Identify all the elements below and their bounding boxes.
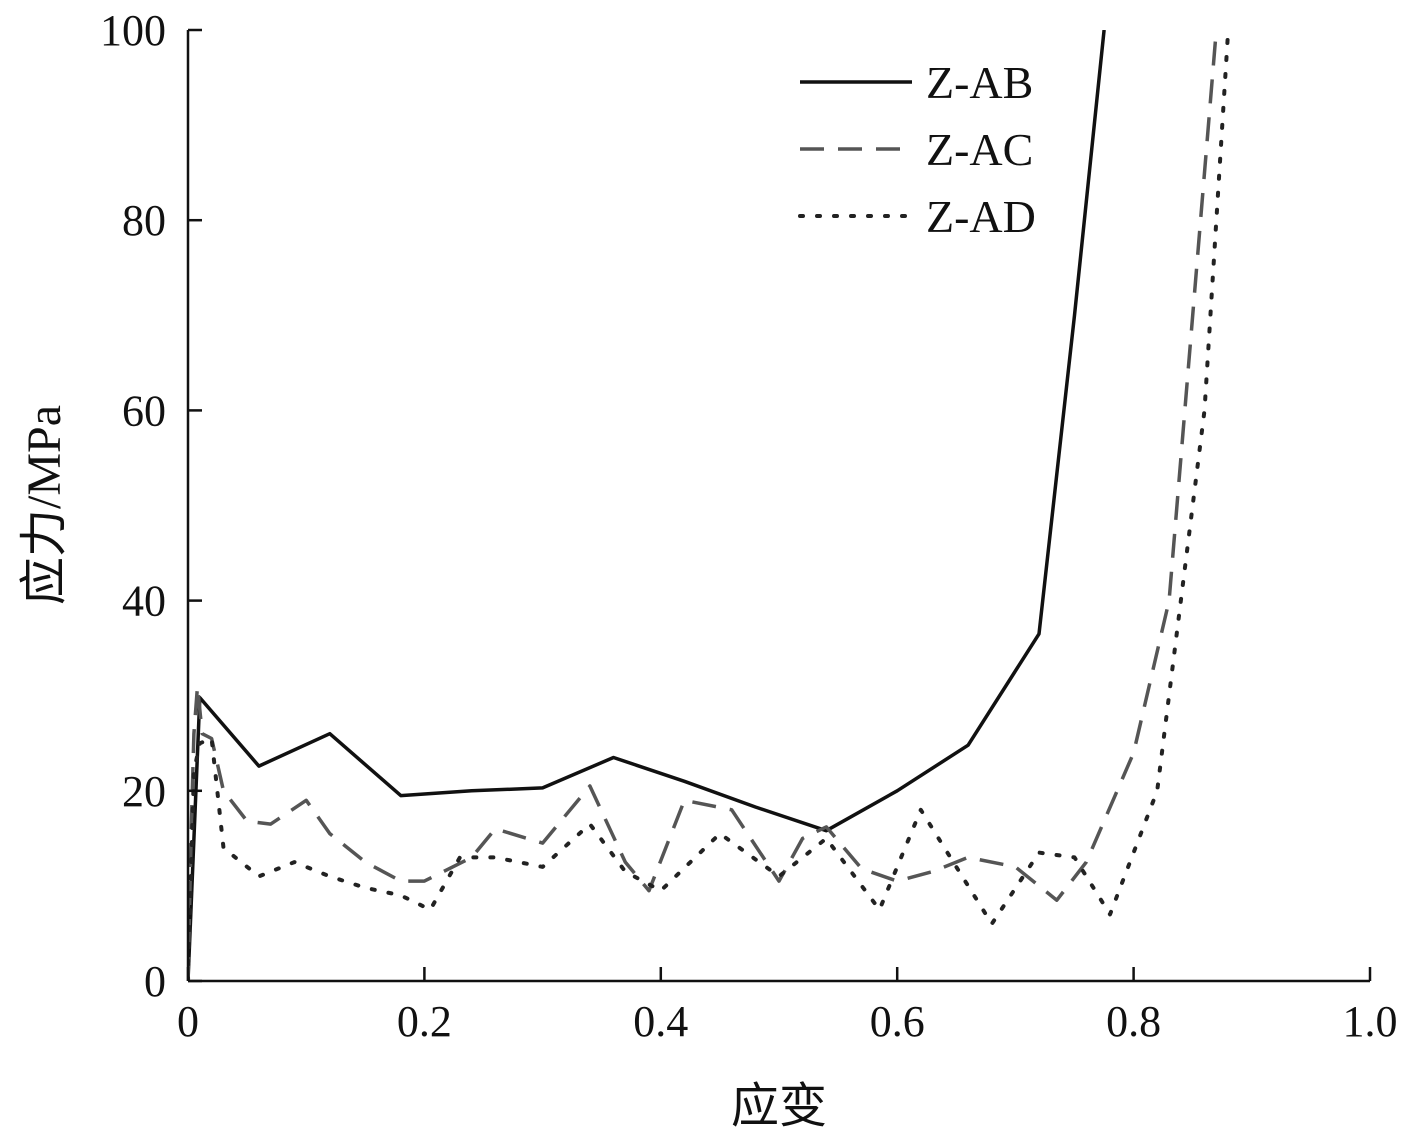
series-line-z-ab — [188, 30, 1106, 982]
legend-label-z-ab: Z-AB — [926, 57, 1033, 108]
y-axis-title: 应力/MPa — [18, 405, 71, 605]
y-tick-label: 0 — [144, 957, 166, 1006]
legend: Z-AB Z-AC Z-AD — [798, 57, 1036, 242]
legend-label-z-ac: Z-AC — [926, 124, 1033, 175]
x-tick-label: 0.6 — [870, 997, 925, 1046]
y-tick-label: 60 — [122, 386, 166, 435]
y-tick-label: 80 — [122, 196, 166, 245]
y-tick-label: 40 — [122, 577, 166, 626]
x-tick-label: 0.4 — [633, 997, 688, 1046]
legend-label-z-ad: Z-AD — [926, 191, 1036, 242]
x-tick-label: 0 — [177, 997, 199, 1046]
x-axis-title: 应变 — [731, 1080, 827, 1133]
x-tick-label: 0.8 — [1106, 997, 1161, 1046]
y-tick-label: 20 — [122, 767, 166, 816]
axis-layer: 0 0.2 0.4 0.6 0.8 1.0 0 20 40 60 80 100 — [100, 6, 1398, 1046]
x-tick-label: 1.0 — [1343, 997, 1398, 1046]
x-tick-label: 0.2 — [397, 997, 452, 1046]
series-layer — [188, 30, 1231, 982]
y-tick-label: 100 — [100, 6, 166, 55]
series-line-z-ac — [188, 30, 1219, 982]
series-line-z-ad — [188, 30, 1231, 982]
